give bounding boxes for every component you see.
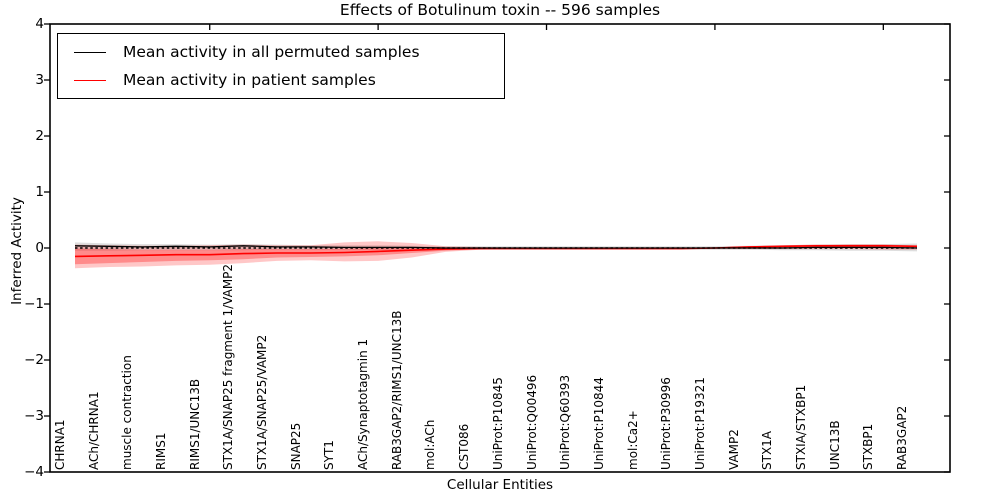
x-category-label: mol:ACh <box>423 419 438 470</box>
x-category-label: RIMS1 <box>154 432 169 470</box>
permuted-samples-std-band <box>75 242 917 252</box>
x-category-label: STXIA/STXBP1 <box>793 384 808 470</box>
legend-label: Mean activity in all permuted samples <box>123 43 420 61</box>
legend-label: Mean activity in patient samples <box>123 71 376 89</box>
chart-title: Effects of Botulinum toxin -- 596 sample… <box>339 1 661 19</box>
y-tick-label: −2 <box>24 352 44 368</box>
x-category-label: CST086 <box>457 423 472 470</box>
x-category-label: UniProt:Q00496 <box>524 374 539 470</box>
y-tick-label: −4 <box>24 464 44 480</box>
x-category-label: SNAP25 <box>288 422 303 470</box>
y-tick-label: 3 <box>35 72 44 88</box>
legend-item-permuted: Mean activity in all permuted samples <box>58 38 504 66</box>
x-category-label: ACh/CHRNA1 <box>86 391 101 470</box>
x-axis-title: Cellular Entities <box>446 477 554 493</box>
patient-samples-inner-band <box>75 244 917 265</box>
legend-line-black <box>74 51 106 53</box>
y-tick-label: 0 <box>35 240 44 256</box>
x-category-label: UniProt:P30996 <box>659 377 674 470</box>
y-tick-label: 1 <box>35 184 44 200</box>
legend-line-red <box>74 79 106 81</box>
x-category-label: STX1A/SNAP25/VAMP2 <box>255 334 270 470</box>
x-category-label: UniProt:Q60393 <box>558 374 573 470</box>
x-category-label: UNC13B <box>827 420 842 470</box>
x-category-label: VAMP2 <box>726 429 741 470</box>
x-category-label: SYT1 <box>322 440 337 470</box>
x-category-label: STX1A <box>760 430 775 470</box>
legend-item-patient: Mean activity in patient samples <box>58 66 504 94</box>
y-tick-label: −3 <box>24 408 44 424</box>
x-category-label: mol:Ca2+ <box>625 410 640 470</box>
x-category-label: UniProt:P10844 <box>591 377 606 470</box>
y-tick-label: 2 <box>35 128 44 144</box>
x-category-label: STX1A/SNAP25 fragment 1/VAMP2 <box>221 263 236 470</box>
x-category-label: RAB3GAP2 <box>895 405 909 470</box>
x-category-label: STXBP1 <box>861 423 876 470</box>
x-category-label: RIMS1/UNC13B <box>187 378 202 470</box>
x-category-label: CHRNA1 <box>53 419 67 470</box>
x-category-label: UniProt:P10845 <box>490 377 505 470</box>
legend: Mean activity in all permuted samples Me… <box>57 33 505 99</box>
x-category-label: UniProt:P19321 <box>692 377 707 470</box>
permuted-mean-line <box>74 245 918 249</box>
x-category-label: RAB3GAP2/RIMS1/UNC13B <box>389 310 404 470</box>
x-category-label: muscle contraction <box>120 355 135 470</box>
y-tick-label: 4 <box>35 16 44 32</box>
y-tick-label: −1 <box>24 296 44 312</box>
x-category-label: ACh/Synaptotagmin 1 <box>356 338 371 470</box>
